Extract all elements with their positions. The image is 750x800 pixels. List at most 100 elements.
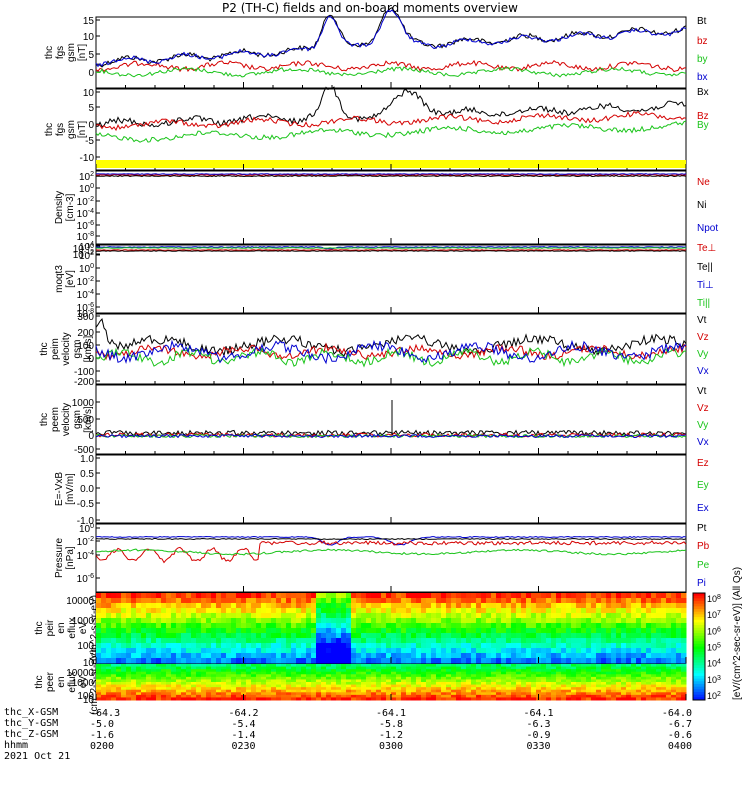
ion-spectrogram-cell [346, 628, 352, 634]
electron-spectrogram-cell [521, 664, 527, 668]
y-axis-label: Pressure[nPa] [54, 538, 76, 578]
electron-spectrogram-cell [341, 674, 347, 678]
ion-spectrogram-cell [191, 598, 197, 604]
ion-spectrogram-cell [521, 613, 527, 619]
electron-spectrogram-cell [656, 671, 662, 675]
electron-spectrogram-cell [426, 687, 432, 691]
ion-spectrogram-cell [666, 618, 672, 624]
ion-spectrogram-cell [211, 638, 217, 644]
electron-spectrogram-cell [431, 692, 437, 696]
ion-spectrogram-cell [621, 653, 627, 659]
ephemeris-value: -0.9 [526, 730, 550, 741]
ion-spectrogram-cell [531, 593, 537, 599]
ion-spectrogram-cell [551, 658, 557, 664]
electron-spectrogram-cell [311, 671, 317, 675]
ion-spectrogram-cell [486, 628, 492, 634]
colorbar-segment [693, 601, 705, 605]
ion-spectrogram-cell [296, 618, 302, 624]
electron-spectrogram-cell [576, 692, 582, 696]
ion-spectrogram-cell [311, 618, 317, 624]
ion-spectrogram-cell [126, 598, 132, 604]
electron-spectrogram-cell [271, 687, 277, 691]
ion-spectrogram-cell [576, 633, 582, 639]
ion-spectrogram-cell [501, 648, 507, 654]
ion-spectrogram-cell [231, 618, 237, 624]
electron-spectrogram-cell [321, 682, 327, 686]
ion-spectrogram-cell [546, 633, 552, 639]
ion-spectrogram-cell [216, 598, 222, 604]
ion-spectrogram-cell [571, 653, 577, 659]
electron-spectrogram-cell [661, 689, 667, 693]
ion-spectrogram-cell [561, 643, 567, 649]
ion-spectrogram-cell [201, 613, 207, 619]
ion-spectrogram-cell [641, 593, 647, 599]
electron-spectrogram-cell [676, 669, 682, 673]
colorbar-segment [693, 675, 705, 680]
electron-spectrogram-cell [501, 689, 507, 693]
electron-spectrogram-cell [236, 694, 242, 698]
electron-spectrogram-cell [196, 697, 202, 701]
ion-spectrogram-cell [141, 593, 147, 599]
electron-spectrogram-cell [636, 679, 642, 683]
ion-spectrogram-cell [656, 623, 662, 629]
electron-spectrogram-cell [586, 669, 592, 673]
electron-spectrogram-cell [661, 666, 667, 670]
electron-spectrogram-cell [206, 687, 212, 691]
electron-spectrogram-cell [126, 676, 132, 680]
electron-spectrogram-cell [451, 692, 457, 696]
electron-spectrogram-cell [401, 692, 407, 696]
electron-spectrogram-cell [511, 692, 517, 696]
ion-spectrogram-cell [671, 653, 677, 659]
electron-spectrogram-cell [446, 692, 452, 696]
electron-spectrogram-cell [176, 679, 182, 683]
ion-spectrogram-cell [156, 648, 162, 654]
electron-spectrogram-cell [121, 674, 127, 678]
electron-spectrogram-cell [646, 666, 652, 670]
ion-spectrogram-cell [196, 628, 202, 634]
electron-spectrogram-cell [181, 664, 187, 668]
ion-spectrogram-cell [411, 628, 417, 634]
ion-spectrogram-cell [156, 633, 162, 639]
electron-spectrogram-cell [226, 664, 232, 668]
electron-spectrogram-cell [216, 664, 222, 668]
electron-spectrogram-cell [331, 694, 337, 698]
ion-spectrogram-cell [106, 658, 112, 664]
ion-spectrogram-cell [116, 593, 122, 599]
ion-spectrogram-cell [216, 633, 222, 639]
electron-spectrogram-cell [486, 676, 492, 680]
ion-spectrogram-cell [266, 603, 272, 609]
electron-spectrogram-cell [136, 692, 142, 696]
electron-spectrogram-cell [631, 697, 637, 701]
ion-spectrogram-cell [521, 653, 527, 659]
ion-spectrogram-cell [176, 608, 182, 614]
electron-spectrogram-cell [191, 674, 197, 678]
electron-spectrogram-cell [501, 684, 507, 688]
electron-spectrogram-cell [331, 679, 337, 683]
ion-spectrogram-cell [671, 603, 677, 609]
ion-spectrogram-cell [381, 658, 387, 664]
electron-spectrogram-cell [401, 664, 407, 668]
ion-spectrogram-cell [401, 638, 407, 644]
electron-spectrogram-cell [561, 674, 567, 678]
y-tick-label: 10000 [66, 596, 94, 607]
ion-spectrogram-cell [511, 598, 517, 604]
legend-Vt: Vt [697, 315, 707, 326]
electron-spectrogram-cell [316, 669, 322, 673]
electron-spectrogram-cell [201, 692, 207, 696]
electron-spectrogram-cell [591, 692, 597, 696]
electron-spectrogram-cell [641, 674, 647, 678]
electron-spectrogram-cell [491, 692, 497, 696]
electron-spectrogram-cell [531, 684, 537, 688]
ion-spectrogram-cell [536, 613, 542, 619]
ion-spectrogram-cell [656, 653, 662, 659]
electron-spectrogram-cell [266, 682, 272, 686]
electron-spectrogram-cell [571, 664, 577, 668]
electron-spectrogram-cell [386, 689, 392, 693]
ion-spectrogram-cell [586, 598, 592, 604]
ion-spectrogram-cell [501, 643, 507, 649]
ion-spectrogram-cell [411, 608, 417, 614]
ion-spectrogram-cell [596, 638, 602, 644]
electron-spectrogram-cell [621, 684, 627, 688]
electron-spectrogram-cell [536, 674, 542, 678]
electron-spectrogram-cell [346, 684, 352, 688]
